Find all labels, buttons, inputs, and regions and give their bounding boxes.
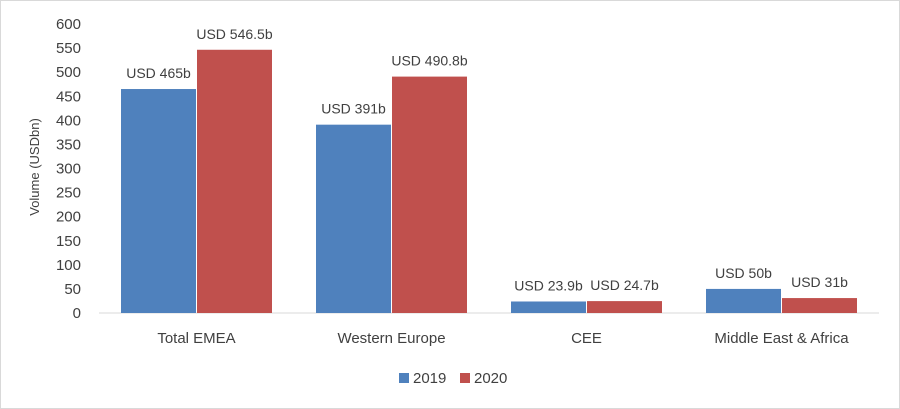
y-tick-label: 300 xyxy=(56,161,81,178)
bar-2019-2 xyxy=(511,301,586,313)
category-label: Total EMEA xyxy=(157,330,235,347)
legend-label: 2020 xyxy=(474,370,507,387)
data-label: USD 465b xyxy=(126,65,191,81)
data-label: USD 391b xyxy=(321,101,386,117)
y-tick-label: 500 xyxy=(56,64,81,81)
y-tick-label: 250 xyxy=(56,185,81,202)
bar-2020-3 xyxy=(782,298,857,313)
y-tick-label: 200 xyxy=(56,209,81,226)
bar-2019-1 xyxy=(316,124,391,313)
y-tick-label: 450 xyxy=(56,88,81,105)
category-label: Middle East & Africa xyxy=(714,330,849,347)
legend: 2019 2020 xyxy=(399,370,507,387)
legend-swatch-2019 xyxy=(399,373,409,383)
data-label: USD 50b xyxy=(715,265,772,281)
data-label: USD 23.9b xyxy=(514,277,583,293)
bar-2019-3 xyxy=(706,288,781,313)
y-tick-label: 100 xyxy=(56,257,81,274)
category-label: Western Europe xyxy=(337,330,445,347)
y-tick-label: 0 xyxy=(73,305,81,322)
category-label: CEE xyxy=(571,330,602,347)
legend-swatch-2020 xyxy=(460,373,470,383)
y-tick-label: 550 xyxy=(56,40,81,57)
data-label: USD 24.7b xyxy=(590,277,659,293)
data-label: USD 546.5b xyxy=(196,26,272,42)
y-axis-title: Volume (USDbn) xyxy=(27,118,42,216)
bar-2020-0 xyxy=(197,49,272,313)
bar-2019-0 xyxy=(121,89,196,314)
bar-2020-1 xyxy=(392,76,467,314)
y-tick-label: 350 xyxy=(56,136,81,153)
y-tick-label: 400 xyxy=(56,112,81,129)
y-tick-label: 600 xyxy=(56,16,81,33)
bar-2020-2 xyxy=(587,301,662,313)
data-label: USD 31b xyxy=(791,274,848,290)
y-tick-label: 50 xyxy=(64,281,81,298)
legend-label: 2019 xyxy=(413,370,446,387)
y-tick-label: 150 xyxy=(56,233,81,250)
data-label: USD 490.8b xyxy=(391,53,467,69)
